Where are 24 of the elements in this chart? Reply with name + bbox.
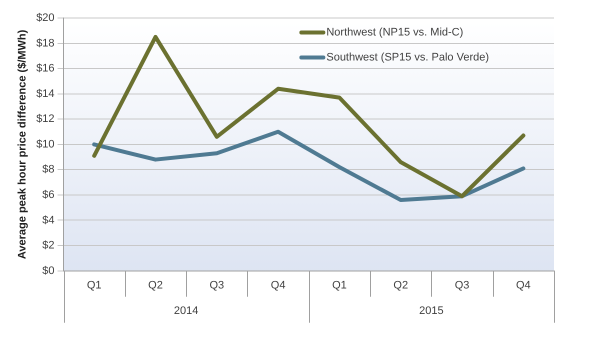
y-tick-label: $16	[36, 62, 55, 75]
text: 2015	[419, 304, 444, 317]
legend-label: Southwest (SP15 vs. Palo Verde)	[326, 52, 490, 64]
y-tick-label: $0	[42, 264, 55, 277]
legend-label: Northwest (NP15 vs. Mid-C)	[326, 26, 464, 39]
y-tick-label: $10	[36, 138, 55, 150]
y-tick-label: $6	[42, 188, 55, 201]
y-tick-label: $18	[36, 37, 55, 50]
x-tick-label: Q4	[270, 279, 286, 292]
x-tick-label: Q3	[454, 279, 470, 292]
y-tick-label: $4	[42, 214, 55, 226]
x-tick-label: Q2	[148, 279, 163, 292]
y-tick-label: $8	[42, 164, 55, 176]
y-tick-label: $12	[36, 113, 55, 126]
x-tick-label: Q1	[86, 279, 102, 292]
x-tick-label: Q2	[393, 279, 408, 292]
y-tick-label: $2	[42, 240, 55, 252]
x-tick-label: Q1	[332, 279, 347, 292]
y-tick-label: $20	[36, 12, 55, 24]
y-axis-title: Average peak hour price difference ($/MWh)	[16, 29, 29, 260]
y-tick-label: $14	[36, 88, 55, 100]
text: 2014	[174, 304, 198, 317]
x-tick-label: Q4	[516, 279, 531, 292]
x-tick-label: Q3	[209, 279, 224, 292]
